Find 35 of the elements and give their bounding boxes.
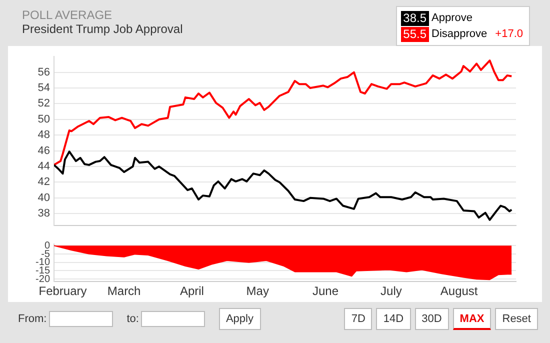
button: 7D	[344, 308, 372, 330]
legend-label: Disapprove	[432, 28, 488, 40]
text: 55.5	[401, 26, 429, 42]
y-tick-label: 50	[38, 113, 50, 126]
x-tick-label: April	[180, 284, 204, 298]
x-tick-label: July	[380, 284, 402, 298]
button: 14D	[376, 308, 411, 330]
y-tick-label: 42	[38, 176, 50, 188]
y-tick-label: 54	[38, 82, 50, 94]
button: MAX	[452, 308, 492, 330]
text: From:	[18, 313, 47, 325]
button: Apply	[218, 308, 260, 330]
text: +17.0	[495, 28, 523, 40]
x-tick-label: March	[107, 284, 141, 298]
text: 38.5	[401, 10, 429, 26]
y-tick-label: 46	[38, 144, 50, 157]
x-tick-label: February	[38, 284, 87, 298]
y-tick-label: 48	[38, 129, 50, 142]
y-tick-label: 38	[38, 208, 50, 220]
x-tick-label: June	[312, 284, 339, 298]
chart-title: President Trump Job Approval	[22, 22, 183, 36]
button: Reset	[495, 308, 538, 330]
y-tick-label: 40	[38, 192, 50, 204]
y-tick-label: 0	[44, 240, 50, 252]
y-tick-label: 44	[38, 160, 50, 173]
y-tick-label: 52	[38, 98, 50, 110]
text: to:	[126, 313, 139, 325]
chart-subtitle: POLL AVERAGE	[22, 8, 112, 22]
y-tick-label: -15	[36, 265, 50, 276]
x-tick-label: August	[440, 284, 478, 298]
y-tick-label: 56	[38, 66, 50, 78]
x-tick-label: May	[246, 284, 269, 298]
legend-label: Approve	[432, 12, 472, 24]
button: 30D	[414, 308, 449, 330]
y-tick-label: -20	[36, 274, 50, 285]
